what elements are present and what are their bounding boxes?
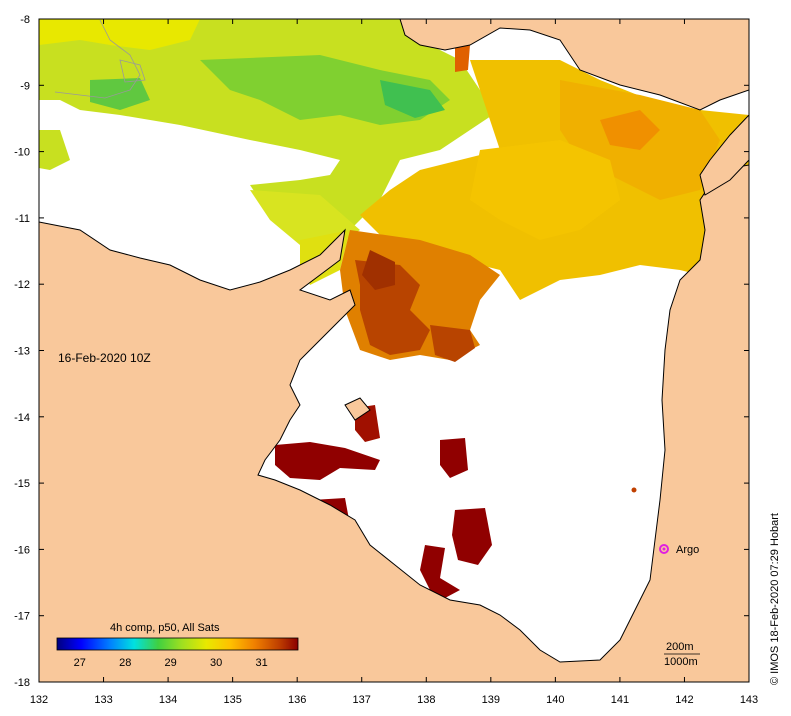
lon-tick-label: 141 [611,694,629,706]
colorbar-tick-label: 29 [165,657,177,669]
colorbar-ticks: 27 28 29 30 31 [74,657,268,669]
colorbar-tick-label: 28 [119,657,131,669]
lat-tick-label: -15 [14,478,30,490]
lat-tick-label: -16 [14,544,30,556]
lon-tick-label: 142 [675,694,693,706]
lat-tick-label: -8 [20,14,30,26]
lon-tick-label: 135 [223,694,241,706]
lat-tick-label: -11 [15,213,30,225]
sst-data-layer [39,19,749,598]
lon-tick-label: 140 [546,694,564,706]
lon-tick-label: 136 [288,694,306,706]
argo-label: Argo [676,544,699,556]
contour-legend: 200m 1000m [664,641,700,668]
colorbar-tick-label: 27 [74,657,86,669]
lon-tick-label: 138 [417,694,435,706]
contour-label-1000m: 1000m [664,656,698,668]
lon-tick-label: 143 [740,694,758,706]
colorbar-title: 4h comp, p50, All Sats [110,622,220,634]
lat-tick-label: -14 [14,412,30,424]
lon-tick-label: 133 [94,694,112,706]
colorbar-tick-label: 31 [255,657,267,669]
lon-tick-label: 139 [482,694,500,706]
lat-tick-label: -12 [14,279,30,291]
lon-tick-label: 137 [353,694,371,706]
land-layer [39,19,749,682]
lon-tick-label: 134 [159,694,177,706]
argo-marker: Argo [659,544,699,556]
credit-label: © IMOS 18-Feb-2020 07:29 Hobart [769,513,781,685]
lat-tick-label: -10 [14,147,30,159]
colorbar: 4h comp, p50, All Sats 27 28 29 30 31 [56,622,299,669]
lat-tick-label: -13 [14,346,30,358]
timestamp-label: 16-Feb-2020 10Z [58,351,151,365]
lat-tick-label: -18 [14,677,30,689]
lat-tick-label: -17 [14,611,30,623]
axis-layer: 132 133 134 135 136 137 138 139 140 141 142 143 -8 -9… [14,14,758,706]
island-outlines [54,19,146,99]
colorbar-tick-label: 30 [210,657,222,669]
lon-tick-label: 132 [30,694,48,706]
colorbar-gradient [56,637,299,651]
lat-tick-label: -9 [20,80,30,92]
contour-label-200m: 200m [666,641,694,653]
